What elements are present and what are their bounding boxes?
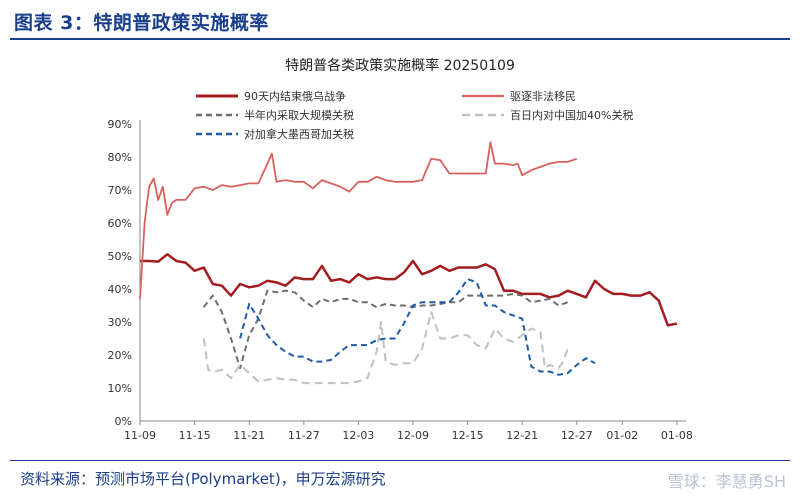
figure-header: 图表 3：特朗普政策实施概率 — [0, 0, 800, 44]
legend-label-2: 驱逐非法移民 — [510, 89, 576, 103]
watermark-text: 雪球：李慧勇SH — [667, 472, 786, 491]
x-tick-label: 11-21 — [233, 429, 265, 442]
x-tick-label: 12-21 — [506, 429, 538, 442]
series-line-5 — [239, 278, 596, 376]
x-tick-label: 11-09 — [124, 429, 156, 442]
x-tick-label: 12-09 — [397, 429, 429, 442]
y-tick-label: 80% — [108, 151, 132, 164]
y-tick-label: 60% — [108, 217, 132, 230]
y-tick-label: 10% — [108, 382, 132, 395]
footer-divider — [10, 460, 790, 461]
figure-title: 图表 3：特朗普政策实施概率 — [14, 12, 269, 34]
legend-label-3: 半年内采取大规模关税 — [244, 108, 354, 122]
x-tick-label: 12-15 — [452, 429, 484, 442]
y-tick-label: 30% — [108, 316, 132, 329]
series-line-1 — [140, 253, 678, 327]
legend-label-1: 90天内结束俄乌战争 — [244, 89, 346, 103]
y-tick-label: 0% — [115, 415, 132, 428]
y-tick-label: 70% — [108, 184, 132, 197]
chart-title: 特朗普各类政策实施概率 20250109 — [285, 57, 515, 74]
probability-line-chart: 特朗普各类政策实施概率 20250109 90天内结束俄乌战争 驱逐非法移民半年内采… — [108, 57, 693, 442]
y-tick-label: 90% — [108, 118, 132, 131]
y-tick-label: 40% — [108, 283, 132, 296]
legend-label-4: 百日内对中国加40%关税 — [510, 108, 633, 122]
source-note: 资料来源：预测市场平台(Polymarket)，申万宏源研究 — [20, 470, 386, 488]
y-tick-label: 20% — [108, 349, 132, 362]
header-divider — [10, 38, 790, 40]
x-tick-label: 01-02 — [606, 429, 638, 442]
x-tick-label: 11-27 — [288, 429, 320, 442]
legend-label-5: 对加拿大墨西哥加关税 — [244, 127, 354, 141]
series-line-4 — [202, 311, 569, 385]
x-tick-label: 12-27 — [561, 429, 593, 442]
x-tick-label: 11-15 — [179, 429, 211, 442]
y-tick-label: 50% — [108, 250, 132, 263]
x-tick-label: 01-08 — [661, 429, 693, 442]
series-line-2 — [139, 141, 578, 299]
x-tick-label: 12-03 — [342, 429, 374, 442]
series-line-3 — [202, 289, 569, 370]
